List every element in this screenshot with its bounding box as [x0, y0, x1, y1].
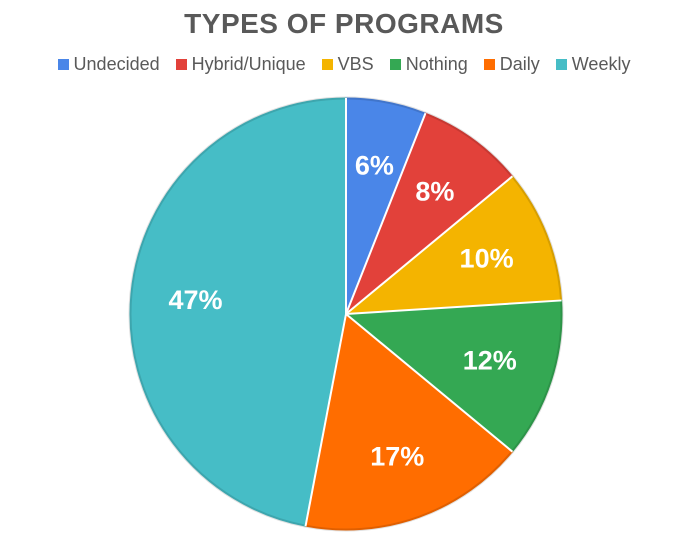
- legend-item-undecided: Undecided: [57, 54, 160, 75]
- pie-slice-weekly: [129, 97, 347, 527]
- legend-swatch: [57, 59, 69, 70]
- chart-legend: Undecided Hybrid/Unique VBS Nothing Daily Wee…: [0, 54, 688, 75]
- legend-label: Hybrid/Unique: [191, 54, 306, 74]
- pie-slice-rim: [345, 96, 427, 115]
- slice-separator: [345, 112, 427, 315]
- legend-item-hybrid-unique: Hybrid/Unique: [175, 54, 306, 75]
- legend-item-nothing: Nothing: [389, 54, 468, 75]
- slice-separator: [345, 175, 514, 315]
- pie-slice-hybrid-unique: [345, 112, 514, 315]
- legend-item-weekly: Weekly: [555, 54, 631, 75]
- slice-separator: [304, 313, 347, 527]
- legend-swatch: [175, 59, 187, 70]
- legend-swatch: [483, 59, 495, 70]
- slice-data-label: 47%: [168, 285, 222, 315]
- pie-slice-rim: [511, 300, 564, 453]
- pie-slice-nothing: [344, 299, 563, 453]
- legend-item-vbs: VBS: [321, 54, 374, 75]
- slice-data-label: 6%: [355, 150, 394, 180]
- slice-data-label: 8%: [415, 177, 454, 207]
- legend-swatch: [321, 59, 333, 70]
- pie-slice-rim: [305, 450, 514, 532]
- slice-separator: [345, 299, 562, 315]
- legend-label: VBS: [337, 54, 374, 74]
- slice-data-label: 17%: [370, 441, 424, 471]
- legend-label: Nothing: [405, 54, 468, 74]
- pie-slice-daily: [304, 313, 514, 531]
- pie-slice-rim: [128, 96, 347, 528]
- chart-title: TYPES OF PROGRAMS: [184, 8, 504, 39]
- pie-slice-rim: [511, 175, 564, 301]
- slice-separator: [345, 313, 514, 453]
- slice-data-label: 10%: [460, 243, 514, 273]
- legend-item-daily: Daily: [483, 54, 540, 75]
- slice-data-label: 12%: [463, 346, 517, 376]
- legend-swatch: [389, 59, 401, 70]
- legend-swatch: [555, 59, 567, 70]
- pie-slice-vbs: [344, 175, 563, 315]
- legend-label: Daily: [499, 54, 540, 74]
- legend-label: Undecided: [73, 54, 160, 74]
- legend-label: Weekly: [571, 54, 631, 74]
- pie-slice-rim: [424, 111, 514, 178]
